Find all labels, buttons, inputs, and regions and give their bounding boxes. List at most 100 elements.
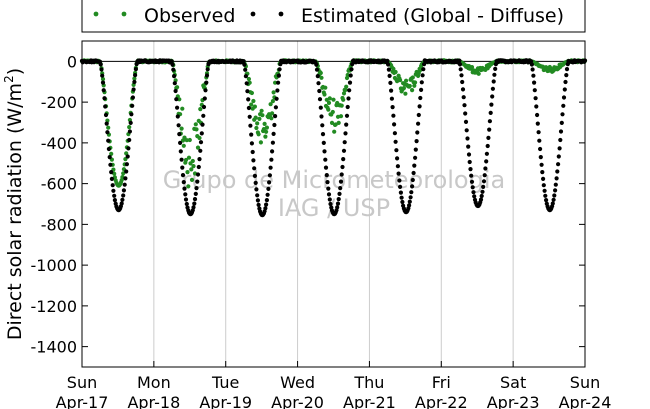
estimated-point [275, 88, 280, 93]
estimated-point [266, 186, 271, 191]
estimated-point [397, 178, 402, 183]
estimated-point [481, 184, 486, 189]
legend-marker-estimated-2 [278, 11, 284, 17]
x-axis: SunApr-17MonApr-18TueApr-19WedApr-20ThuA… [56, 361, 611, 409]
y-tick-label: -1000 [31, 256, 78, 275]
observed-point [318, 70, 323, 76]
estimated-point [108, 162, 113, 167]
estimated-point [124, 169, 129, 174]
estimated-point [255, 193, 260, 198]
estimated-point [270, 140, 275, 145]
estimated-point [183, 192, 188, 197]
estimated-point [391, 113, 396, 118]
x-tick-label-day: Thu [353, 373, 384, 392]
observed-point [132, 76, 137, 81]
observed-point [249, 102, 254, 107]
estimated-point [244, 81, 249, 86]
observed-point [338, 114, 344, 119]
observed-point [326, 107, 331, 112]
estimated-point [343, 131, 348, 136]
grid [153, 41, 514, 367]
estimated-point [398, 190, 403, 195]
legend-marker-estimated-1 [250, 11, 256, 17]
estimated-point [254, 187, 259, 192]
estimated-point [120, 197, 125, 202]
estimated-point [276, 80, 281, 85]
estimated-point [107, 155, 112, 160]
estimated-point [345, 104, 350, 110]
estimated-point [328, 201, 333, 207]
estimated-point [119, 201, 124, 206]
estimated-point [540, 170, 545, 175]
legend-label-estimated: Estimated (Global - Diffuse) [301, 5, 564, 27]
estimated-point [243, 74, 248, 79]
estimated-point [409, 190, 414, 195]
estimated-point [170, 62, 175, 67]
estimated-point [109, 176, 114, 181]
estimated-point [531, 73, 536, 78]
estimated-point [461, 95, 466, 100]
estimated-point [341, 148, 347, 153]
observed-point [249, 90, 254, 96]
estimated-point [347, 88, 352, 93]
observed-point [401, 86, 406, 91]
estimated-point [109, 170, 114, 175]
estimated-point [344, 113, 350, 118]
estimated-point [246, 97, 251, 102]
estimated-point [245, 89, 250, 94]
observed-point [185, 170, 190, 175]
estimated-point [100, 80, 106, 85]
observed-point [259, 108, 264, 113]
estimated-point [416, 121, 421, 126]
x-tick-label-date: Apr-18 [127, 393, 180, 409]
x-tick-label-date: Apr-21 [343, 393, 396, 409]
estimated-point [386, 67, 391, 72]
estimated-point [538, 146, 543, 152]
estimated-point [486, 135, 491, 140]
estimated-point [130, 95, 135, 100]
estimated-point [467, 159, 472, 165]
observed-point [197, 135, 202, 141]
estimated-point [535, 121, 540, 126]
estimated-point [326, 192, 332, 197]
estimated-point [264, 198, 269, 203]
observed-point [195, 145, 201, 150]
estimated-point [273, 105, 278, 110]
estimated-point [174, 97, 179, 102]
observed-point [121, 171, 126, 176]
estimated-point [171, 67, 176, 72]
estimated-point [125, 154, 130, 159]
y-tick-label: 0 [67, 52, 77, 71]
estimated-point [556, 154, 561, 159]
observed-point [412, 83, 417, 88]
estimated-point [111, 188, 116, 193]
observed-point [109, 151, 114, 156]
estimated-point [414, 139, 419, 144]
estimated-point [532, 80, 537, 85]
estimated-point [202, 96, 207, 101]
estimated-point [389, 96, 394, 101]
estimated-point [204, 73, 210, 78]
estimated-point [466, 152, 472, 157]
x-tick-label-date: Apr-19 [199, 393, 252, 409]
observed-point [341, 91, 347, 96]
estimated-point [344, 122, 349, 127]
estimated-point [103, 104, 108, 109]
estimated-point [318, 105, 323, 110]
observed-point [270, 99, 275, 104]
plot-area: Grupo de Micrometeorologia IAG / USP [79, 40, 588, 368]
plot-frame [81, 40, 586, 368]
estimated-point [201, 113, 206, 118]
estimated-point [419, 87, 424, 92]
estimated-point [105, 130, 110, 135]
observed-point [268, 102, 273, 107]
estimated-point [203, 88, 208, 93]
estimated-point [340, 164, 345, 170]
estimated-point [534, 104, 539, 109]
estimated-point [408, 195, 413, 200]
estimated-point [264, 202, 269, 207]
estimated-point [487, 127, 492, 132]
estimated-point [268, 165, 273, 170]
observed-point [330, 109, 335, 115]
x-tick-label-date: Apr-17 [56, 393, 109, 409]
